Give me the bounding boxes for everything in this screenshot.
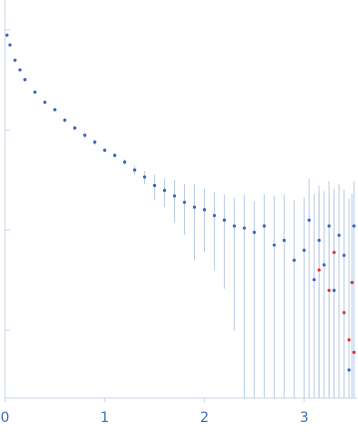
data-point bbox=[242, 226, 246, 230]
data-point bbox=[182, 200, 187, 204]
data-point bbox=[342, 253, 346, 257]
data-point bbox=[172, 194, 177, 198]
data-point bbox=[8, 43, 12, 47]
data-point bbox=[307, 218, 311, 222]
data-point bbox=[232, 224, 236, 228]
data-point bbox=[162, 188, 167, 192]
data-point bbox=[43, 100, 47, 104]
data-point bbox=[292, 258, 296, 262]
data-point bbox=[352, 224, 356, 228]
data-point bbox=[262, 224, 266, 228]
data-point bbox=[327, 288, 331, 292]
data-point bbox=[352, 350, 356, 354]
data-point bbox=[152, 183, 157, 188]
data-point bbox=[113, 153, 117, 157]
x-tick-label: 2 bbox=[200, 410, 209, 426]
data-point bbox=[272, 243, 276, 247]
x-tick-label: 1 bbox=[100, 410, 109, 426]
data-point bbox=[347, 368, 351, 372]
data-point bbox=[63, 118, 67, 122]
data-point bbox=[123, 160, 127, 164]
data-point bbox=[53, 108, 57, 112]
data-point bbox=[347, 338, 351, 342]
data-point bbox=[317, 268, 321, 272]
data-point bbox=[322, 263, 326, 267]
data-point bbox=[143, 175, 147, 179]
data-point bbox=[33, 90, 37, 94]
data-point bbox=[282, 238, 286, 243]
data-point bbox=[192, 205, 197, 209]
data-point bbox=[317, 238, 321, 243]
data-point bbox=[342, 310, 346, 315]
x-tick-label: 0 bbox=[1, 410, 10, 426]
data-point bbox=[302, 248, 306, 252]
data-point bbox=[332, 250, 336, 254]
data-point bbox=[252, 230, 256, 235]
data-point bbox=[202, 208, 207, 212]
data-point bbox=[23, 78, 27, 82]
data-point bbox=[18, 68, 22, 72]
data-point bbox=[332, 288, 336, 292]
data-point bbox=[312, 278, 316, 282]
data-point bbox=[222, 218, 226, 222]
data-point bbox=[73, 126, 77, 130]
data-point bbox=[350, 280, 354, 285]
data-point bbox=[103, 148, 107, 152]
data-point bbox=[13, 58, 17, 62]
data-point bbox=[93, 140, 97, 144]
data-point bbox=[327, 224, 331, 228]
data-point bbox=[83, 133, 87, 137]
data-point bbox=[337, 233, 341, 237]
data-point bbox=[133, 168, 137, 172]
data-point bbox=[212, 213, 217, 218]
data-point bbox=[5, 33, 9, 37]
x-tick-label: 3 bbox=[300, 410, 309, 426]
